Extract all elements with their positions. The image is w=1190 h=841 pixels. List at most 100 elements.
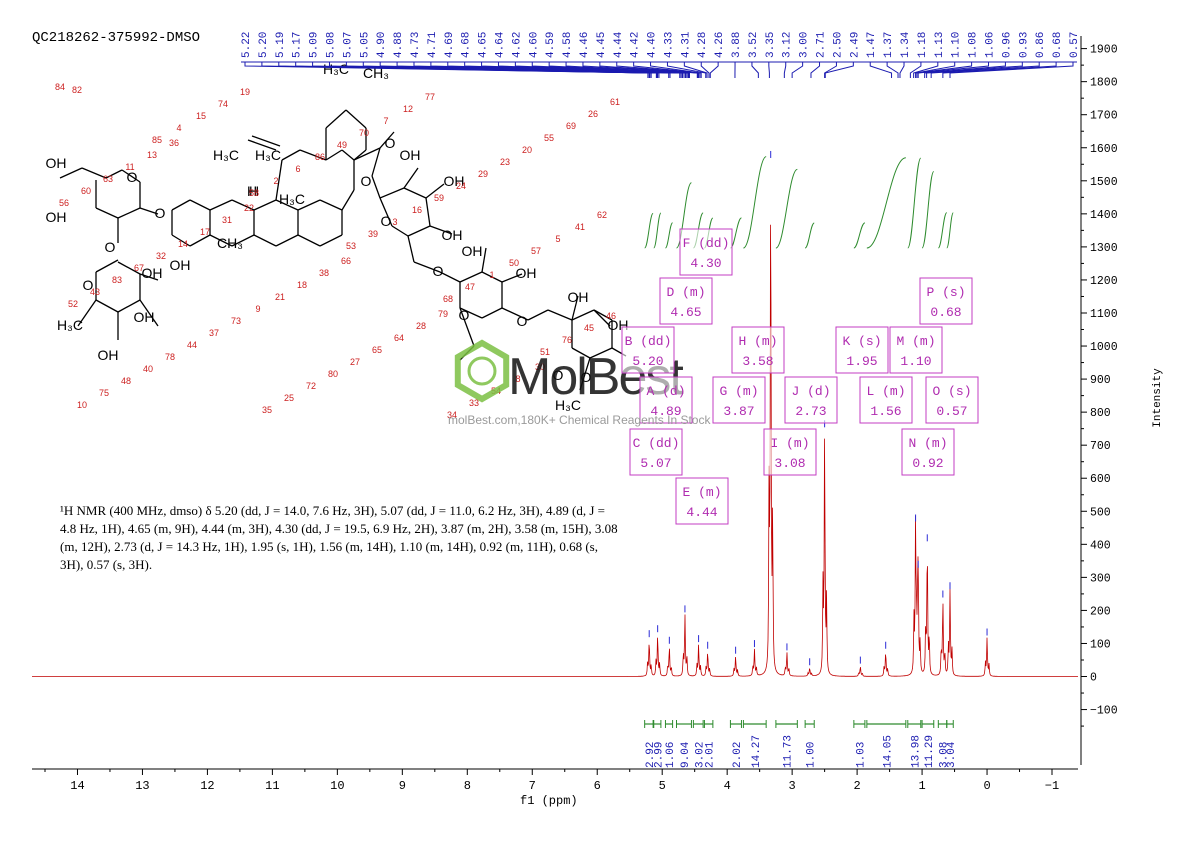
structure-atom-number: 43 (90, 287, 100, 297)
integral-curve-group (644, 156, 954, 249)
multiplet-shift: 0.57 (936, 404, 967, 419)
structure-atom-number: 36 (169, 138, 179, 148)
multiplet-box-frame (784, 376, 838, 424)
structure-bond (379, 197, 393, 227)
peak-shift-label: 4.69 (444, 32, 456, 58)
multiplet-box-frame (659, 277, 713, 325)
multiplet-label: J (d) (791, 384, 830, 399)
x-tick-label: 9 (399, 779, 406, 793)
peak-shift-label: 5.20 (258, 32, 270, 58)
structure-bond (481, 307, 503, 319)
peak-shift-label: 5.17 (292, 32, 304, 58)
structure-bond (341, 189, 355, 211)
structure-atom-number: 72 (306, 381, 316, 391)
multiplet-box-frame (629, 428, 683, 476)
sample-title: QC218262-375992-DMSO (32, 30, 201, 46)
structure-bond (171, 234, 191, 247)
multiplet-label: I (m) (770, 436, 809, 451)
structure-atom-number: 27 (350, 357, 360, 367)
peak-label-connector (683, 62, 708, 78)
structure-atom-label: OH (444, 173, 465, 189)
multiplet-box: L (m) 1.56 (859, 376, 913, 424)
structure-bond (547, 309, 573, 321)
integral-curve (907, 157, 922, 249)
structure-group-label: H₃C (555, 397, 581, 413)
structure-atom-number: 17 (200, 227, 210, 237)
structure-group-label: H₃C (279, 191, 305, 207)
multiplet-box-frame (835, 326, 889, 374)
peak-label-group: 5.22 5.20 5.19 5.17 5.09 5.08 5.07 5.05 4.90 4.88… (241, 31, 1081, 78)
structure-atom-number: 49 (337, 140, 347, 150)
integral-curve (742, 156, 767, 249)
structure-atom-number: 75 (99, 388, 109, 398)
peak-shift-label: 4.62 (511, 32, 523, 58)
structure-bond (425, 197, 431, 227)
integral-curve (937, 212, 948, 249)
peak-label-connector (700, 62, 710, 78)
multiplet-box: H (m) 3.58 (731, 326, 785, 374)
multiplet-box-frame (712, 376, 766, 424)
multiplet-box-frame (621, 326, 675, 374)
peak-shift-label: 4.44 (613, 31, 625, 58)
multiplet-label: N (m) (908, 436, 947, 451)
multiplet-label: O (s) (932, 384, 971, 399)
structure-atom-number: 19 (240, 87, 250, 97)
multiplet-shift: 4.89 (650, 404, 681, 419)
x-tick-label: −1 (1045, 779, 1059, 793)
structure-bond (171, 199, 191, 211)
structure-bond (59, 167, 83, 179)
peak-label-connector (913, 62, 939, 78)
integral-value: 11.29 (924, 735, 936, 768)
multiplet-box: A (d) 4.89 (639, 376, 693, 424)
multiplet-label: C (dd) (633, 436, 680, 451)
peak-label-connector (616, 62, 700, 78)
peak-shift-label: 4.59 (545, 32, 557, 58)
multiplet-shift: 5.07 (640, 456, 671, 471)
structure-bond (81, 167, 107, 179)
structure-atom-number: 62 (597, 210, 607, 220)
structure-atom-number: 4 (176, 123, 181, 133)
structure-atom-number: 39 (368, 229, 378, 239)
structure-atom-number: 47 (465, 282, 475, 292)
structure-atom-number: 37 (209, 328, 219, 338)
structure-atom-label: OH (134, 309, 155, 325)
integral-value: 1.06 (665, 742, 677, 768)
spectrum-line (32, 224, 1078, 677)
structure-atom-label: O (127, 169, 138, 185)
y-tick-label: 900 (1090, 374, 1111, 387)
structure-bond (319, 199, 343, 211)
structure-atom-number: 61 (610, 97, 620, 107)
multiplet-shift: 3.87 (723, 404, 754, 419)
structure-group-label: H (247, 183, 257, 199)
multiplet-box: O (s) 0.57 (925, 376, 979, 424)
structure-group-label: H₃C (323, 61, 349, 77)
structure-bond (325, 109, 347, 129)
peak-shift-label: 4.42 (630, 32, 642, 58)
structure-atom-number: 25 (284, 393, 294, 403)
logo-hexagon (454, 339, 510, 403)
structure-atom-number: 50 (509, 258, 519, 268)
y-tick-label: 1300 (1090, 242, 1118, 255)
structure-atom-number: 18 (297, 280, 307, 290)
y-tick-label: 500 (1090, 506, 1111, 519)
nmr-description: ¹H NMR (400 MHz, dmso) δ 5.20 (dd, J = 1… (60, 503, 618, 572)
structure-bond (297, 199, 321, 211)
structure-atom-number: 11 (125, 162, 134, 172)
y-axis-title: Intensity (1152, 368, 1164, 428)
structure-atom-number: 65 (372, 345, 382, 355)
structure-atom-number: 84 (55, 82, 65, 92)
peak-shift-label: 4.90 (376, 32, 388, 58)
structure-atom-number: 33 (469, 398, 479, 408)
integral-value: 3.04 (946, 741, 958, 768)
peak-shift-label: 4.60 (528, 32, 540, 58)
multiplet-box-frame (639, 376, 693, 424)
structure-bond (589, 347, 613, 359)
multiplet-label: G (m) (719, 384, 758, 399)
structure-atom-label: O (385, 135, 396, 151)
multiplet-label: A (d) (646, 384, 685, 399)
structure-atom-label: O (459, 307, 470, 323)
structure-bond (527, 309, 549, 321)
peak-label-connector (565, 62, 690, 78)
peak-shift-label: 1.37 (883, 32, 895, 58)
multiplet-box: K (s) 1.95 (835, 326, 889, 374)
